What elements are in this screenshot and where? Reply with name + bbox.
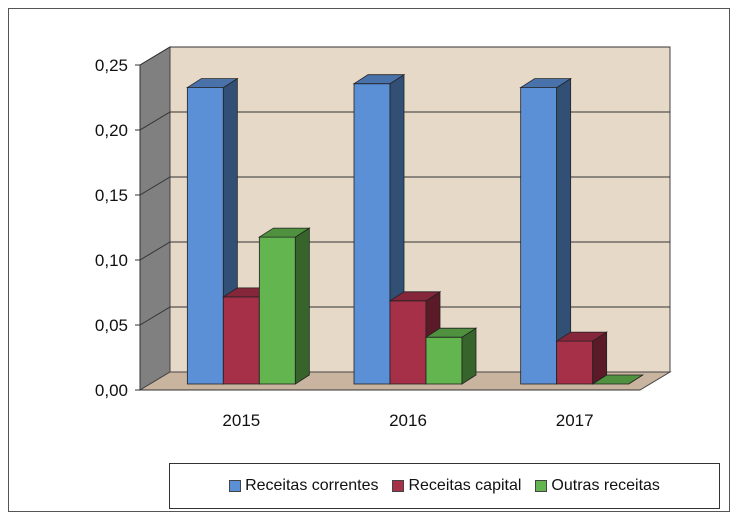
x-tick-label: 2016: [389, 411, 427, 430]
side-wall: [139, 46, 171, 391]
legend-item-outras-receitas: Outras receitas: [535, 477, 660, 495]
legend-swatch-outras-receitas: [535, 480, 548, 492]
bar: [519, 77, 573, 385]
legend-item-receitas-capital: Receitas capital: [392, 477, 521, 495]
bar-top: [519, 78, 573, 88]
bar-top: [352, 74, 406, 85]
x-tick-label: 2015: [222, 411, 260, 430]
legend-swatch-receitas-capital: [392, 480, 405, 492]
bar-top: [388, 291, 442, 302]
gridline: [139, 306, 670, 326]
bar: [257, 227, 311, 385]
bar: [424, 327, 478, 385]
y-tick-label: 0,15: [95, 186, 128, 205]
legend-swatch-receitas-correntes: [229, 480, 242, 492]
bar-front: [258, 236, 296, 385]
legend-item-receitas-correntes: Receitas correntes: [229, 477, 378, 495]
bar-top: [185, 78, 239, 88]
bar-front: [425, 336, 463, 385]
bar-top: [591, 374, 645, 385]
legend-label: Receitas correntes: [245, 477, 379, 494]
bar-side: [294, 227, 310, 385]
y-tick-label: 0,05: [95, 316, 128, 335]
y-tick-label: 0,10: [95, 251, 128, 270]
gridline: [139, 241, 670, 261]
bar-top: [424, 327, 478, 338]
legend-label: Receitas capital: [408, 477, 522, 494]
bar-front: [353, 83, 391, 385]
x-tick-label: 2017: [556, 411, 594, 430]
bar-top: [257, 227, 311, 238]
bar-side: [461, 327, 477, 385]
bar: [555, 331, 609, 385]
bar-front: [520, 87, 558, 385]
bar: [185, 77, 239, 385]
bar-top: [555, 331, 609, 342]
bar-front: [556, 340, 594, 385]
gridline: [139, 176, 670, 196]
bar-front: [222, 296, 260, 385]
bar-front: [389, 300, 427, 385]
legend-label: Outras receitas: [551, 477, 660, 494]
gridline: [139, 111, 670, 131]
legend: Receitas correntes Receitas capital Outr…: [169, 463, 720, 509]
y-tick-label: 0,25: [95, 56, 128, 75]
y-tick-label: 0,20: [95, 121, 128, 140]
bar-front: [186, 87, 224, 385]
gridline: [139, 46, 670, 66]
y-tick-label: 0,00: [95, 381, 128, 400]
bar: [591, 374, 645, 385]
